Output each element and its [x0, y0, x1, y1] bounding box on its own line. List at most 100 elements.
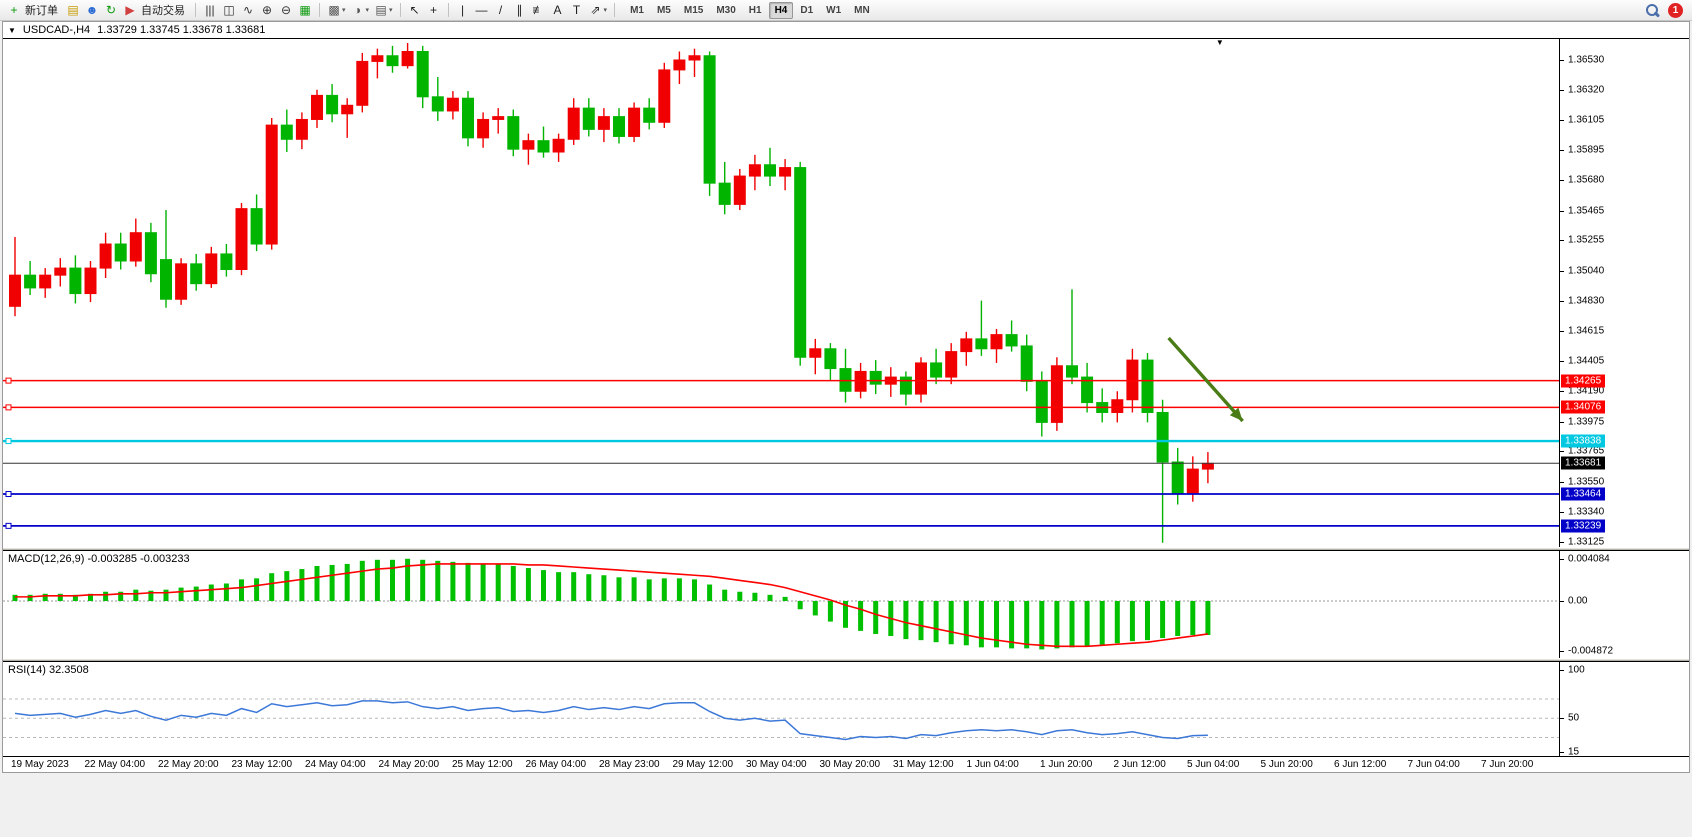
timeframe-m1-button[interactable]: M1	[630, 4, 644, 16]
price-axis-label: 1.33765	[1568, 445, 1605, 457]
profiles-icon[interactable]: ◑	[353, 3, 362, 17]
hline-price-tag: 1.33838	[1561, 434, 1606, 448]
new-chart-icon[interactable]: ▩	[328, 3, 340, 17]
profiles-dropdown-icon[interactable]: ▾	[365, 7, 370, 14]
tile-windows-icon[interactable]: ▦	[299, 3, 311, 17]
cursor-icon[interactable]: ↖	[409, 3, 420, 17]
fibonacci-icon[interactable]: ≢	[532, 3, 545, 17]
price-chart-plot[interactable]: ▼	[3, 39, 1560, 547]
chart-shift-marker-icon[interactable]: ▼	[1215, 39, 1224, 47]
axis-tick	[1560, 752, 1564, 753]
time-axis-label: 31 May 12:00	[893, 759, 954, 770]
rsi-axis-label: 100	[1568, 664, 1585, 676]
bar-chart-icon[interactable]: |||	[205, 3, 215, 17]
timeframe-h1-button[interactable]: H1	[748, 4, 762, 16]
time-axis-label: 25 May 12:00	[452, 759, 513, 770]
chart-info-line: ▼ USDCAD-,H4 1.33729 1.33745 1.33678 1.3…	[3, 22, 1689, 38]
candlestick-chart-icon[interactable]: ◫	[223, 3, 235, 17]
auto-trading-label[interactable]: 自动交易	[141, 5, 185, 17]
timeframe-mn-button[interactable]: MN	[854, 4, 870, 16]
toolbar-separator	[319, 3, 320, 17]
time-axis[interactable]: 19 May 2023 22 May 04:00 22 May 20:00 23 Ma…	[3, 757, 1689, 772]
axis-tick	[1560, 651, 1564, 653]
time-axis-label: 29 May 12:00	[672, 759, 734, 770]
time-axis-label: 7 Jun 20:00	[1481, 759, 1534, 770]
time-axis-label: 22 May 04:00	[84, 759, 146, 770]
templates-icon[interactable]: ▤	[375, 3, 387, 17]
price-axis-label: 1.33340	[1568, 506, 1605, 518]
timeframe-w1-button[interactable]: W1	[826, 4, 842, 16]
axis-tick	[1560, 180, 1564, 182]
macd-plot[interactable]: MACD(12,26,9) -0.003285 -0.003233	[3, 551, 1560, 658]
line-chart-icon[interactable]: ∿	[242, 3, 254, 17]
refresh-icon[interactable]: ↻	[105, 3, 117, 17]
axis-tick	[1560, 89, 1564, 91]
market-watch-icon[interactable]: ☻	[85, 3, 99, 17]
main-toolbar: + 新订单 ▤ ☻ ↻ ▶ 自动交易 ||| ◫ ∿ ⊕ ⊖ ▦ ▩ ▾ ◑ ▾ ▤ ▾ ↖ + | — / ∥ ≢ A T ⇗ ▾ M1 M…	[0, 0, 1692, 21]
toolbar-separator	[399, 3, 401, 17]
rsi-indicator-label: RSI(14) 32.3508	[8, 664, 89, 676]
price-axis-label: 1.33550	[1568, 476, 1605, 488]
collapse-triangle-icon[interactable]: ▼	[8, 25, 16, 35]
rsi-axis-label: 50	[1568, 712, 1580, 724]
vertical-line-icon[interactable]: |	[460, 3, 465, 17]
timeframe-m5-button[interactable]: M5	[656, 4, 671, 16]
timeframe-d1-button[interactable]: D1	[800, 4, 814, 16]
price-axis-label: 1.35040	[1568, 265, 1605, 277]
text-label-icon[interactable]: T	[572, 3, 581, 17]
toolbar-separator	[447, 3, 449, 17]
axis-tick	[1560, 481, 1564, 483]
crosshair-icon[interactable]: +	[430, 3, 438, 17]
rsi-plot[interactable]: RSI(14) 32.3508	[3, 662, 1560, 756]
macd-axis: 0.004084 0.00 -0.004872	[1560, 551, 1689, 658]
zoom-in-icon[interactable]: ⊕	[261, 3, 273, 17]
new-chart-dropdown-icon[interactable]: ▾	[342, 7, 346, 14]
axis-tick	[1560, 601, 1564, 602]
time-axis-label: 7 Jun 04:00	[1407, 759, 1460, 770]
trendline-icon[interactable]: /	[498, 3, 503, 17]
timeframe-h4-button[interactable]: H4	[768, 1, 794, 19]
price-axis-label: 1.35680	[1568, 174, 1605, 186]
axis-tick	[1560, 670, 1564, 671]
channel-icon[interactable]: ∥	[516, 3, 523, 17]
axis-tick	[1560, 331, 1564, 333]
notification-badge[interactable]: 1	[1668, 2, 1683, 18]
time-axis-label: 26 May 04:00	[525, 759, 587, 770]
hline-price-tag: 1.34076	[1561, 400, 1606, 414]
axis-tick	[1560, 391, 1564, 393]
panel-splitter[interactable]	[3, 547, 1689, 550]
price-axis-label: 1.33975	[1568, 416, 1605, 428]
panel-splitter[interactable]	[3, 658, 1689, 661]
price-axis-label: 1.35255	[1568, 234, 1605, 246]
new-order-label[interactable]: 新订单	[25, 5, 58, 17]
arrows-icon[interactable]: ⇗	[590, 3, 601, 17]
auto-trading-icon[interactable]: ▶	[125, 3, 135, 17]
toolbar-separator	[195, 3, 196, 17]
time-axis-label: 1 Jun 04:00	[966, 759, 1019, 770]
hline-price-tag: 1.33239	[1561, 519, 1606, 533]
horizontal-line-icon[interactable]: —	[475, 3, 488, 17]
search-icon[interactable]	[1645, 3, 1660, 18]
time-axis-label: 1 Jun 20:00	[1040, 759, 1093, 770]
window-background	[0, 775, 1692, 837]
text-icon[interactable]: A	[553, 3, 562, 17]
timeframe-m15-button[interactable]: M15	[683, 4, 704, 16]
arrows-dropdown-icon[interactable]: ▾	[603, 7, 608, 14]
candlestick-chart	[3, 43, 1559, 543]
time-axis-label: 30 May 04:00	[746, 759, 807, 770]
timeframe-m30-button[interactable]: M30	[716, 4, 736, 16]
axis-tick	[1560, 120, 1564, 122]
price-axis-label: 1.34405	[1568, 355, 1605, 367]
main-chart-panel: ▼ 1.36530 1.36320 1.36105 1.35895 1.35680 1.3…	[3, 38, 1689, 547]
axis-tick	[1560, 210, 1564, 212]
templates-dropdown-icon[interactable]: ▾	[389, 7, 393, 14]
zoom-out-icon[interactable]: ⊖	[280, 3, 292, 17]
axis-tick	[1560, 451, 1564, 453]
charts-icon[interactable]: ▤	[67, 3, 79, 17]
new-order-icon[interactable]: +	[10, 3, 18, 17]
macd-name: MACD(12,26,9)	[8, 553, 85, 565]
price-axis[interactable]: 1.36530 1.36320 1.36105 1.35895 1.35680 1.354…	[1560, 39, 1689, 547]
chart-window: ▼ USDCAD-,H4 1.33729 1.33745 1.33678 1.3…	[2, 21, 1690, 773]
rsi-chart	[3, 698, 1559, 741]
time-axis-label: 30 May 20:00	[819, 759, 881, 770]
